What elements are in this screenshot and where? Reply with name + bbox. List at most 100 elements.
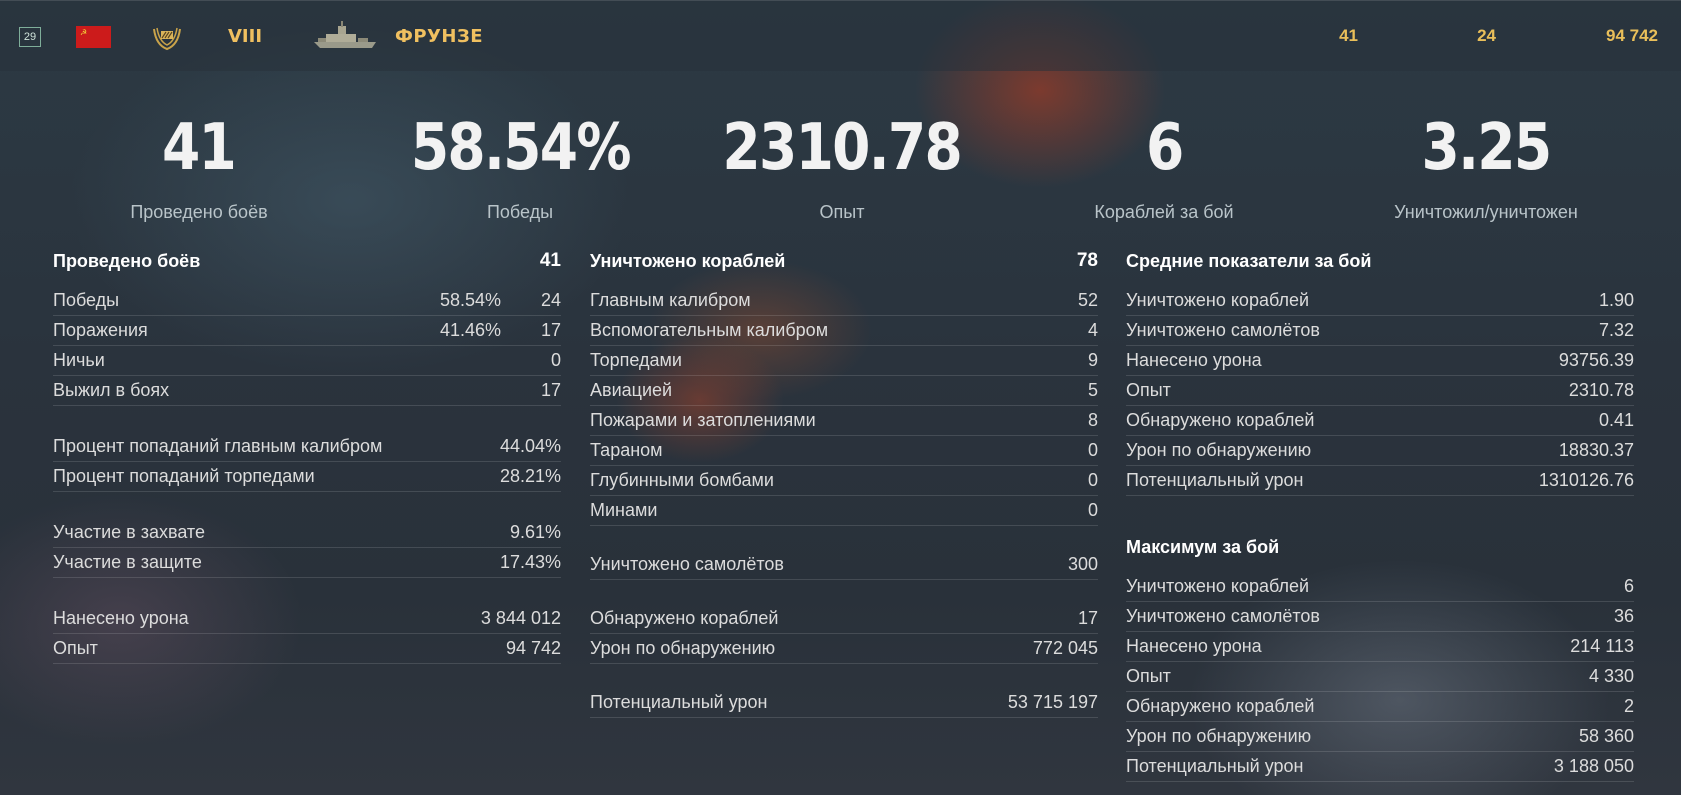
stat-label: Уничтожено самолётов [1126, 606, 1320, 626]
header-label: Уничтожено кораблей [590, 250, 786, 271]
stat-value: 2 [1623, 696, 1634, 716]
stat-label: Процент попаданий главным калибром [53, 436, 383, 456]
stat-row-defense: Участие в защите 17.43% [53, 548, 561, 578]
stat-row: Нанесено урона 93756.39 [1126, 346, 1634, 376]
summary-battles: 41 Проведено боёв [49, 112, 349, 223]
stat-value: 5 [1087, 380, 1098, 400]
stat-value: 8 [1087, 410, 1098, 430]
kills-stats-column: Уничтожено кораблей 78 Главным калибром … [590, 246, 1098, 718]
stat-label: Торпедами [590, 350, 682, 370]
stat-row-potential-damage: Потенциальный урон 53 715 197 [590, 688, 1098, 718]
stat-label: Уничтожено кораблей [1126, 290, 1310, 310]
stat-label: Нанесено урона [1126, 350, 1262, 370]
stat-label: Поражения [53, 320, 148, 340]
stat-row-planes-destroyed: Уничтожено самолётов 300 [590, 550, 1098, 580]
stat-label: Тараном [590, 440, 663, 460]
ship-silhouette-icon [312, 1, 378, 71]
stat-label: Потенциальный урон [590, 692, 768, 712]
stat-value: 28.21% [499, 466, 561, 486]
stat-value: 7.32 [1598, 320, 1634, 340]
stat-row: Вспомогательным калибром 4 [590, 316, 1098, 346]
stat-row: Опыт 4 330 [1126, 662, 1634, 692]
stat-label: Процент попаданий торпедами [53, 466, 315, 486]
stat-value: 4 330 [1588, 666, 1634, 686]
stat-row: Урон по обнаружению 18830.37 [1126, 436, 1634, 466]
stat-row-main-battery-hits: Процент попаданий главным калибром 44.04… [53, 432, 561, 462]
stat-row: Авиацией 5 [590, 376, 1098, 406]
level-badge: 29 [19, 27, 41, 47]
stat-label: Опыт [53, 638, 98, 658]
stat-value: 1310126.76 [1538, 470, 1634, 490]
stat-row: Минами 0 [590, 496, 1098, 526]
stat-label: Выжил в боях [53, 380, 170, 400]
stat-value: 17 [1077, 608, 1098, 628]
stat-label: Обнаружено кораблей [590, 608, 779, 628]
stat-label: Потенциальный урон [1126, 470, 1304, 490]
stat-label: Победы [53, 290, 120, 310]
stat-row: Обнаружено кораблей 2 [1126, 692, 1634, 722]
header-label: Средние показатели за бой [1126, 250, 1372, 271]
stat-row-wins: Победы 58.54% 24 [53, 286, 561, 316]
stat-value: 9 [1087, 350, 1098, 370]
stat-label: Ничьи [53, 350, 105, 370]
battles-stats-column: Проведено боёв 41 Победы 58.54% 24 Пораж… [53, 246, 561, 664]
summary-ships-per-battle: 6 Кораблей за бой [1014, 112, 1314, 223]
stat-label: Обнаружено кораблей [1126, 696, 1315, 716]
summary-value: 6 [1145, 111, 1184, 185]
stat-value: 52 [1077, 290, 1098, 310]
maximum-header: Максимум за бой [1126, 532, 1634, 562]
summary-label: Победы [486, 202, 554, 222]
stat-value: 18830.37 [1558, 440, 1634, 460]
stat-label: Урон по обнаружению [1126, 440, 1312, 460]
stat-row: Обнаружено кораблей 0.41 [1126, 406, 1634, 436]
summary-label: Проведено боёв [130, 202, 268, 222]
stat-label: Опыт [1126, 380, 1171, 400]
average-header: Средние показатели за бой [1126, 246, 1634, 276]
stat-value: 0 [550, 350, 561, 370]
stat-value: 94 742 [505, 638, 561, 658]
header-value: 41 [539, 250, 561, 271]
stat-label: Пожарами и затоплениями [590, 410, 816, 430]
stat-label: Уничтожено самолётов [1126, 320, 1320, 340]
header-battles-count: 41 [1339, 26, 1358, 45]
summary-label: Опыт [819, 202, 865, 222]
summary-value: 58.54% [410, 111, 632, 185]
stat-value: 0 [1087, 440, 1098, 460]
stat-value: 17.43% [499, 552, 561, 572]
stat-row: Урон по обнаружению 58 360 [1126, 722, 1634, 752]
stat-value: 9.61% [509, 522, 561, 542]
stat-value: 0 [1087, 500, 1098, 520]
stat-label: Главным калибром [590, 290, 751, 310]
stat-row: Уничтожено самолётов 7.32 [1126, 316, 1634, 346]
summary-label: Уничтожил/уничтожен [1394, 202, 1578, 222]
stat-value: 214 113 [1570, 636, 1634, 656]
stat-label: Вспомогательным калибром [590, 320, 829, 340]
stat-label: Глубинными бомбами [590, 470, 774, 490]
stat-row-experience: Опыт 94 742 [53, 634, 561, 664]
summary-label: Кораблей за бой [1094, 202, 1234, 222]
stat-label: Потенциальный урон [1126, 756, 1304, 776]
stat-value: 3 844 012 [480, 608, 561, 628]
ship-header-row[interactable]: 29 ☭ VIII ФРУНЗЕ 41 24 94 742 [0, 0, 1681, 71]
stat-value: 17 [540, 380, 561, 400]
stat-label: Уничтожено кораблей [1126, 576, 1310, 596]
stat-row: Уничтожено самолётов 36 [1126, 602, 1634, 632]
header-label: Максимум за бой [1126, 536, 1280, 557]
stat-row-torpedo-hits: Процент попаданий торпедами 28.21% [53, 462, 561, 492]
stat-row-damage: Нанесено урона 3 844 012 [53, 604, 561, 634]
stat-label: Участие в захвате [53, 522, 205, 542]
stat-row: Тараном 0 [590, 436, 1098, 466]
stat-row: Уничтожено кораблей 6 [1126, 572, 1634, 602]
summary-value: 41 [162, 111, 237, 185]
summary-value: 2310.78 [722, 111, 963, 185]
stat-row: Глубинными бомбами 0 [590, 466, 1098, 496]
summary-kd-ratio: 3.25 Уничтожил/уничтожен [1336, 112, 1636, 223]
stat-row: Главным калибром 52 [590, 286, 1098, 316]
stat-value: 93756.39 [1558, 350, 1634, 370]
stat-label: Урон по обнаружению [1126, 726, 1312, 746]
stat-label: Уничтожено самолётов [590, 554, 784, 574]
stat-label: Урон по обнаружению [590, 638, 776, 658]
column-header: Проведено боёв 41 [53, 246, 561, 276]
stat-value: 0.41 [1598, 410, 1634, 430]
stat-row-spotting-damage: Урон по обнаружению 772 045 [590, 634, 1098, 664]
